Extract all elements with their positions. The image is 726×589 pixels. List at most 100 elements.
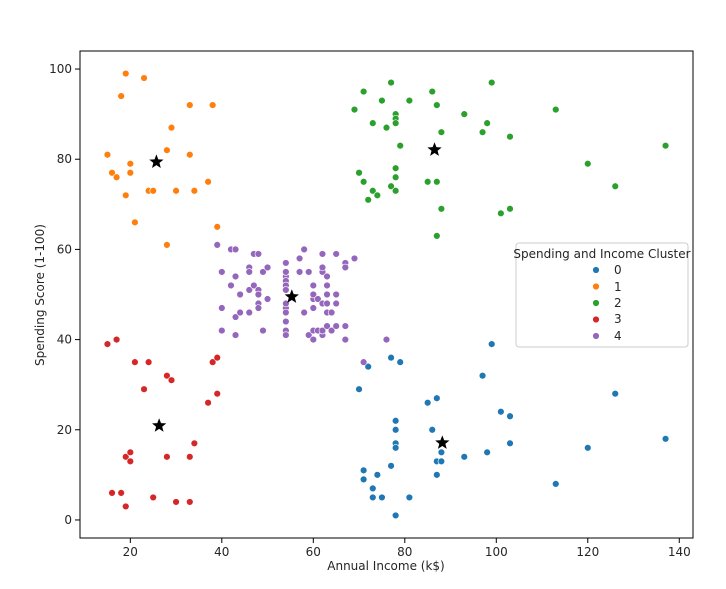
centroid-star-marker [284,289,299,303]
legend: Spending and Income Cluster 0 1 2 3 4 [513,242,691,348]
data-point-cluster-0 [359,466,368,475]
data-point-cluster-1 [108,169,116,177]
data-point-cluster-4 [282,268,290,276]
data-point-cluster-4 [282,308,290,317]
data-point-cluster-4 [254,290,263,299]
data-point-cluster-1 [172,187,180,195]
data-point-cluster-3 [167,376,176,384]
data-point-cluster-0 [405,493,414,502]
data-point-cluster-1 [131,218,139,227]
data-point-cluster-0 [369,493,377,502]
centroid-star-marker [427,142,442,156]
legend-label: 1 [614,280,622,294]
data-point-cluster-4 [213,241,221,249]
data-point-cluster-2 [387,78,395,87]
data-point-cluster-2 [611,182,619,190]
data-point-cluster-1 [140,74,148,82]
y-axis-tick-labels: 0 20 40 60 80 100 [49,62,72,527]
data-point-cluster-4 [323,272,331,281]
data-point-cluster-4 [350,254,359,263]
data-point-cluster-0 [433,471,441,479]
data-point-cluster-4 [227,281,235,290]
data-point-cluster-4 [323,322,331,330]
data-point-cluster-2 [391,164,400,172]
data-point-cluster-2 [359,178,368,186]
data-point-cluster-2 [460,110,468,118]
x-tick-label: 20 [123,545,138,559]
data-point-cluster-3 [190,439,199,448]
data-point-cluster-0 [584,444,592,452]
data-point-cluster-3 [186,453,194,461]
data-point-cluster-3 [122,453,130,461]
data-point-cluster-3 [163,371,171,380]
y-tick-label: 60 [57,242,72,256]
data-point-cluster-1 [163,241,171,249]
data-point-cluster-4 [295,268,304,276]
data-point-cluster-4 [282,259,290,267]
data-point-cluster-1 [186,101,194,109]
data-point-cluster-3 [163,453,171,461]
y-tick-label: 100 [49,62,72,76]
data-point-cluster-0 [423,399,432,407]
data-point-cluster-3 [172,498,180,506]
data-point-cluster-3 [213,390,221,398]
data-point-cluster-0 [661,435,670,443]
y-tick-label: 0 [64,513,72,527]
data-points [103,69,670,520]
legend-marker-3 [592,315,600,324]
data-point-cluster-4 [259,268,267,276]
x-tick-label: 80 [397,545,412,559]
data-point-cluster-3 [103,340,112,348]
data-point-cluster-4 [318,250,327,258]
x-tick-label: 120 [576,545,599,559]
data-point-cluster-3 [208,358,217,366]
data-point-cluster-0 [433,394,441,402]
data-point-cluster-0 [611,390,619,398]
data-point-cluster-0 [396,358,404,366]
data-point-cluster-0 [552,480,560,488]
data-point-cluster-0 [506,439,514,448]
data-point-cluster-4 [236,290,244,299]
data-point-cluster-4 [314,295,322,303]
data-point-cluster-1 [163,146,171,154]
data-point-cluster-3 [126,457,135,466]
data-point-cluster-4 [332,290,340,299]
data-point-cluster-1 [186,151,194,159]
data-point-cluster-0 [488,340,496,348]
data-point-cluster-2 [350,105,359,114]
data-point-cluster-4 [323,290,331,299]
data-point-cluster-2 [497,209,505,218]
data-point-cluster-1 [167,123,176,132]
data-point-cluster-4 [295,254,304,263]
y-tick-label: 80 [57,152,72,166]
centroid-star-marker [149,154,164,168]
data-point-cluster-3 [112,335,121,344]
data-point-cluster-0 [391,511,400,520]
data-point-cluster-4 [305,268,313,276]
data-point-cluster-4 [323,281,331,290]
data-point-cluster-3 [122,502,130,511]
data-point-cluster-4 [332,299,340,308]
data-point-cluster-3 [213,353,221,362]
y-axis-label: Spending Score (1-100) [33,224,47,366]
data-point-cluster-1 [122,69,130,78]
data-point-cluster-4 [309,281,318,290]
data-point-cluster-1 [117,92,125,100]
data-point-cluster-4 [332,250,340,258]
data-point-cluster-4 [309,335,318,344]
data-point-cluster-4 [254,250,263,258]
data-point-cluster-2 [391,119,400,127]
data-point-cluster-2 [433,101,441,109]
x-axis-label: Annual Income (k$) [327,559,444,573]
x-tick-label: 140 [668,545,691,559]
data-point-cluster-3 [140,385,148,393]
centroid-star-marker [435,435,450,449]
data-point-cluster-2 [355,169,363,177]
data-point-cluster-0 [483,448,491,457]
data-point-cluster-4 [318,326,327,335]
data-point-cluster-0 [391,444,400,452]
data-point-cluster-4 [359,358,368,366]
data-point-cluster-2 [506,132,514,141]
data-point-cluster-2 [552,105,560,114]
